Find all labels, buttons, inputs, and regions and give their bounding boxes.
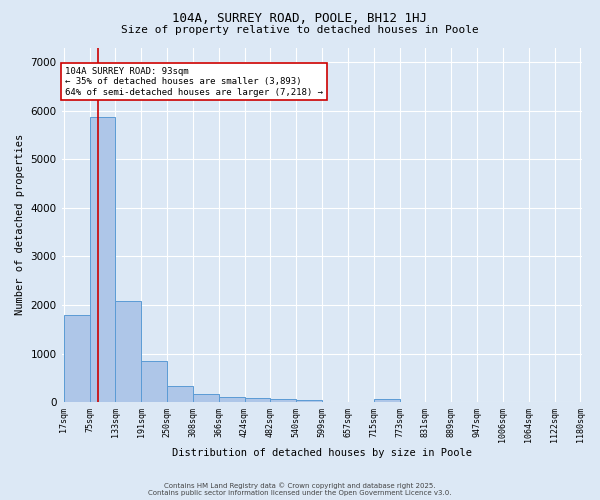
Text: 104A, SURREY ROAD, POOLE, BH12 1HJ: 104A, SURREY ROAD, POOLE, BH12 1HJ (173, 12, 427, 26)
Bar (219, 396, 245, 402)
Bar (115, 300, 141, 402)
Bar (64, 314, 89, 402)
Text: 104A SURREY ROAD: 93sqm
← 35% of detached houses are smaller (3,893)
64% of semi: 104A SURREY ROAD: 93sqm ← 35% of detache… (65, 67, 323, 96)
Bar (374, 398, 400, 402)
Bar (167, 386, 193, 402)
Bar (89, 117, 115, 402)
X-axis label: Distribution of detached houses by size in Poole: Distribution of detached houses by size … (172, 448, 472, 458)
Bar (270, 399, 296, 402)
Text: Contains HM Land Registry data © Crown copyright and database right 2025.: Contains HM Land Registry data © Crown c… (164, 482, 436, 489)
Text: Contains public sector information licensed under the Open Government Licence v3: Contains public sector information licen… (148, 490, 452, 496)
Bar (141, 362, 167, 402)
Text: Size of property relative to detached houses in Poole: Size of property relative to detached ho… (121, 25, 479, 35)
Bar (193, 394, 219, 402)
Y-axis label: Number of detached properties: Number of detached properties (15, 134, 25, 316)
Bar (296, 400, 322, 402)
Bar (245, 398, 270, 402)
